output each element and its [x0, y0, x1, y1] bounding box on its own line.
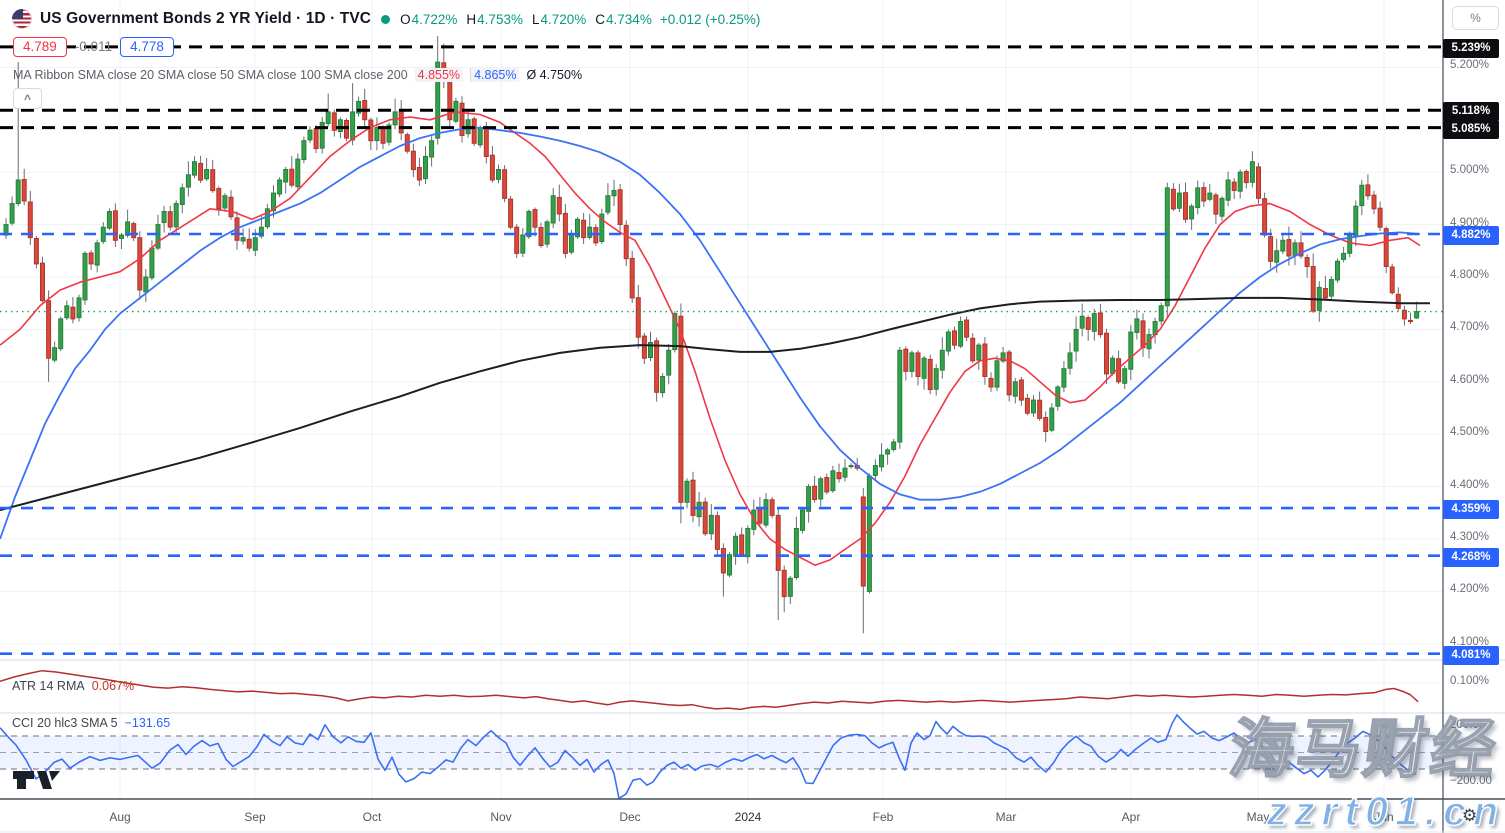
level-price-label: 5.118% — [1443, 102, 1499, 122]
level-price-label: 4.081% — [1443, 645, 1499, 665]
ohlc-value: 4.722% — [411, 11, 458, 27]
cci-name: CCI 20 hlc3 SMA 5 — [12, 716, 118, 730]
time-axis-label: Dec — [619, 810, 641, 824]
price-tick-label: 4.400% — [1450, 478, 1490, 491]
time-axis-label: Sep — [244, 810, 266, 824]
ohlc-values: O4.722% H4.753% L4.720% C4.734% — [400, 12, 652, 27]
time-axis-label: Apr — [1121, 810, 1141, 824]
grid-horizontal — [0, 66, 1443, 684]
grid-vertical — [119, 0, 1385, 799]
sma50-value: 4.865% — [470, 68, 520, 82]
collapse-legend-button[interactable]: ^ — [13, 88, 42, 109]
symbol-legend-row[interactable]: US Government Bonds 2 YR Yield · 1D · TV… — [12, 7, 760, 31]
sma20-value: 4.855% — [414, 68, 464, 82]
atr-legend-row[interactable]: ATR 14 RMA 0.067% — [12, 679, 134, 693]
sma20-line — [0, 111, 1421, 566]
cci-tick-label: 200.00 — [1450, 719, 1486, 731]
us-flag-icon — [12, 9, 32, 29]
time-axis-label: Nov — [490, 810, 512, 824]
ohlc-value: 4.753% — [477, 11, 523, 27]
ohlc-value: 4.734% — [606, 11, 652, 27]
bid-ask-row: 4.789 -0.011 4.778 — [13, 35, 174, 58]
sma200-line — [0, 296, 1430, 512]
settings-gear-icon[interactable]: ⚙ — [1462, 806, 1478, 825]
time-axis-label: Mar — [995, 810, 1017, 824]
time-axis-label: Jun — [1374, 810, 1394, 824]
percent-icon: % — [1470, 11, 1481, 25]
ohlc-letter: C — [595, 11, 606, 27]
price-tick-label: 4.700% — [1450, 321, 1490, 334]
cci-value: −131.65 — [124, 716, 171, 730]
ohlc-letter: O — [400, 11, 411, 27]
time-axis-label: Oct — [362, 810, 382, 824]
cci-line — [0, 714, 1417, 799]
chevron-up-icon: ^ — [23, 91, 31, 106]
level-price-label: 4.359% — [1443, 500, 1499, 520]
symbol-title[interactable]: US Government Bonds 2 YR Yield · 1D · TV… — [40, 10, 372, 27]
spread-value: -0.011 — [74, 39, 113, 54]
ask-price: 4.778 — [120, 36, 174, 57]
time-axis-label: 2024 — [734, 810, 762, 824]
time-axis-label: Aug — [109, 810, 131, 824]
cci-tick-label: −200.00 — [1450, 775, 1492, 787]
ma-ribbon-label: MA Ribbon SMA close 20 SMA close 50 SMA … — [13, 68, 408, 82]
bid-price: 4.789 — [13, 36, 67, 57]
sma50-line — [0, 126, 1421, 540]
percent-scale-button[interactable]: % — [1452, 6, 1499, 30]
atr-line — [0, 669, 1419, 711]
tradingview-logo[interactable] — [13, 770, 73, 790]
price-tick-label: 4.200% — [1450, 583, 1490, 596]
price-tick-label: 4.300% — [1450, 530, 1490, 543]
ohlc-value: 4.720% — [540, 11, 587, 27]
price-tick-label: 5.200% — [1450, 59, 1490, 72]
atr-tick-label: 0.100% — [1450, 675, 1490, 687]
market-status-dot — [381, 14, 391, 24]
level-price-label: 5.239% — [1443, 38, 1499, 58]
atr-name: ATR 14 RMA — [12, 679, 85, 693]
ohlc-letter: H — [466, 11, 477, 27]
price-tick-label: 4.100% — [1450, 635, 1490, 648]
price-tick-label: 4.600% — [1450, 373, 1490, 386]
level-price-label: 5.085% — [1443, 119, 1499, 139]
sma-average-value: Ø 4.750% — [526, 68, 583, 82]
change-value: +0.012 (+0.25%) — [659, 11, 761, 27]
cci-legend-row[interactable]: CCI 20 hlc3 SMA 5 −131.65 — [12, 716, 170, 730]
price-tick-label: 4.800% — [1450, 268, 1490, 281]
price-tick-label: 4.900% — [1450, 216, 1490, 229]
time-axis-label: Feb — [872, 810, 894, 824]
candle-wicks — [5, 35, 1418, 634]
level-price-label: 4.882% — [1443, 226, 1499, 245]
ma-ribbon-legend[interactable]: MA Ribbon SMA close 20 SMA close 50 SMA … — [13, 66, 582, 84]
price-tick-label: 5.000% — [1450, 164, 1490, 177]
level-price-label: 4.268% — [1443, 547, 1499, 567]
atr-value: 0.067% — [91, 679, 135, 693]
ohlc-letter: L — [531, 11, 540, 27]
time-axis-label: May — [1246, 810, 1270, 824]
price-tick-label: 4.500% — [1450, 426, 1490, 439]
